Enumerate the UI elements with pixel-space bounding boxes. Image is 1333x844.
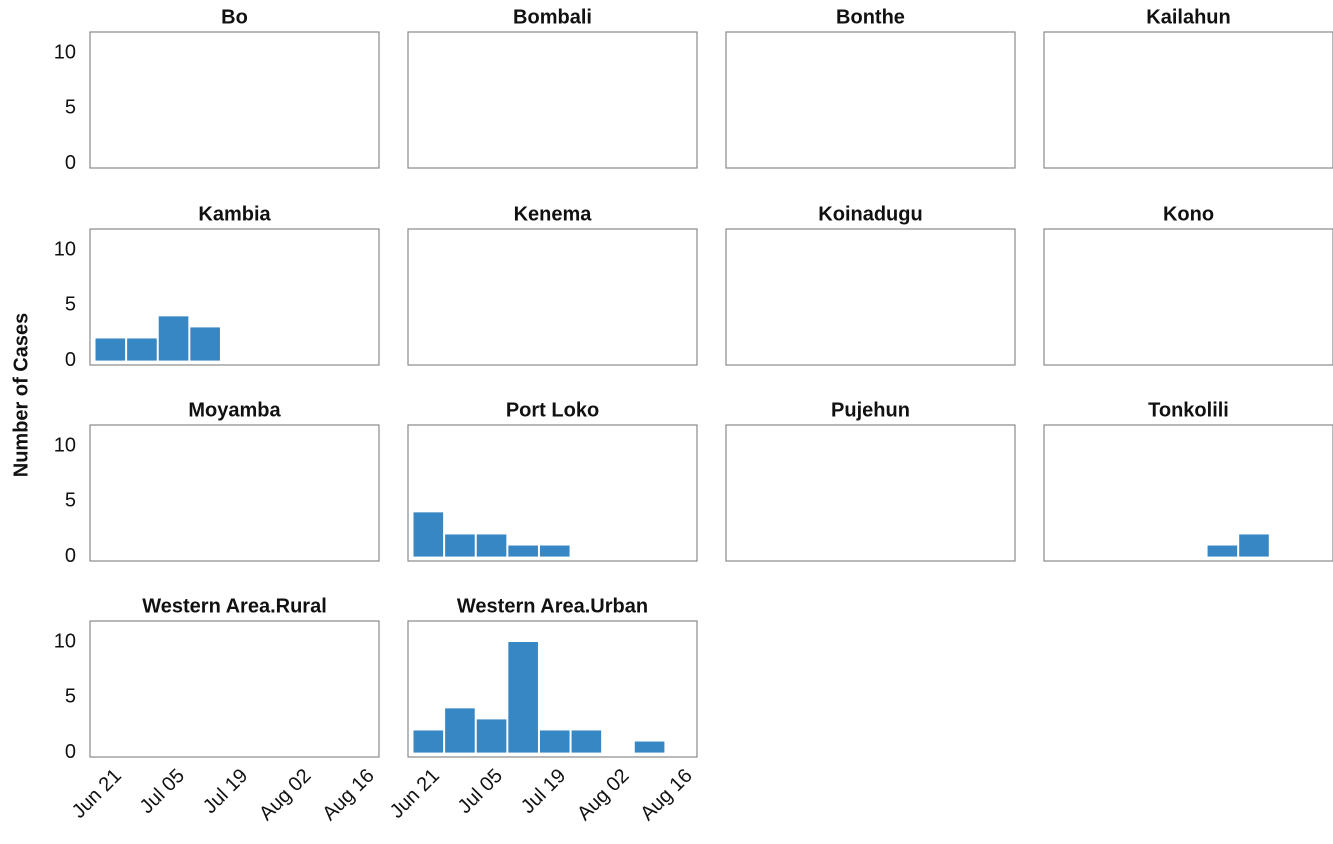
panel-title: Bombali <box>513 6 592 28</box>
panel-title: Kenema <box>514 203 593 225</box>
x-tick-label: Jul 19 <box>517 765 570 818</box>
x-tick-label: Aug 16 <box>636 765 696 825</box>
y-tick-label: 0 <box>65 152 76 174</box>
bar <box>476 719 507 753</box>
panel-title: Tonkolili <box>1148 399 1229 421</box>
panel-frame <box>407 424 698 562</box>
panel-frame <box>407 620 698 758</box>
y-tick-label: 5 <box>65 686 76 708</box>
x-tick-label: Jun 21 <box>68 765 126 823</box>
bar <box>539 730 570 753</box>
y-tick-label: 10 <box>54 238 76 260</box>
y-tick-label: 5 <box>65 294 76 316</box>
panel-frame <box>1043 228 1333 366</box>
panel-frame <box>407 228 698 366</box>
panel-title: Bo <box>221 6 248 28</box>
y-tick-label: 0 <box>65 349 76 371</box>
bar <box>127 338 157 361</box>
x-tick-label: Aug 02 <box>573 765 633 825</box>
bar <box>95 338 126 361</box>
bar <box>476 534 507 557</box>
panel-frame <box>1043 424 1333 562</box>
bar <box>1207 545 1238 557</box>
panel-title: Kailahun <box>1146 6 1230 28</box>
x-tick-label: Jun 21 <box>386 765 444 823</box>
panel-title: Kono <box>1163 203 1214 225</box>
panel-frame <box>89 620 380 758</box>
bar <box>445 534 475 557</box>
bar <box>571 730 602 753</box>
y-tick-label: 0 <box>65 545 76 567</box>
bar <box>413 730 444 753</box>
x-tick-label: Jul 05 <box>454 765 507 818</box>
x-tick-label: Jul 19 <box>199 765 252 818</box>
y-tick-label: 10 <box>54 630 76 652</box>
x-tick-label: Aug 16 <box>318 765 378 825</box>
panel-frame <box>89 228 380 366</box>
y-tick-label: 10 <box>54 41 76 63</box>
panel-frame <box>725 228 1016 366</box>
bar <box>539 545 570 557</box>
bar <box>634 741 665 753</box>
bar <box>413 512 444 557</box>
x-tick-label: Aug 02 <box>255 765 315 825</box>
bar <box>158 316 189 361</box>
panel-frame <box>725 424 1016 562</box>
x-tick-label: Jul 05 <box>136 765 189 818</box>
y-tick-label: 5 <box>65 490 76 512</box>
y-tick-label: 5 <box>65 97 76 119</box>
bar <box>190 327 220 361</box>
y-axis-label: Number of Cases <box>10 313 32 478</box>
panel-title: Western Area.Rural <box>142 595 327 617</box>
panel-frame <box>89 31 380 169</box>
bar <box>445 708 475 753</box>
panel-title: Pujehun <box>831 399 910 421</box>
panel-title: Western Area.Urban <box>457 595 648 617</box>
y-tick-label: 0 <box>65 741 76 763</box>
y-tick-label: 10 <box>54 434 76 456</box>
bar <box>508 545 538 557</box>
bar <box>508 642 538 753</box>
panel-frame <box>725 31 1016 169</box>
panel-frame <box>407 31 698 169</box>
panel-frame <box>1043 31 1333 169</box>
panel-title: Koinadugu <box>818 203 922 225</box>
panel-title: Moyamba <box>188 399 281 421</box>
panel-title: Port Loko <box>506 399 599 421</box>
panel-frame <box>89 424 380 562</box>
bar <box>1239 534 1269 557</box>
panel-title: Bonthe <box>836 6 905 28</box>
panel-title: Kambia <box>198 203 271 225</box>
